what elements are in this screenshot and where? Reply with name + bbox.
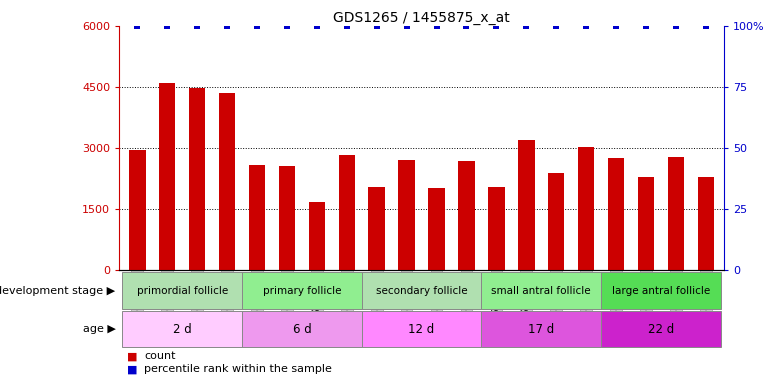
Point	[370, 23, 383, 29]
Point	[430, 23, 443, 29]
Text: 12 d: 12 d	[408, 322, 435, 336]
Bar	[189, 88, 206, 270]
Bar	[428, 188, 445, 270]
Title: GDS1265 / 1455875_x_at: GDS1265 / 1455875_x_at	[333, 11, 510, 25]
Bar	[129, 150, 146, 270]
Bar	[122, 272, 242, 309]
Text: primary follicle: primary follicle	[263, 286, 341, 296]
Point	[700, 23, 712, 29]
Text: ■: ■	[127, 364, 138, 374]
Text: 17 d: 17 d	[528, 322, 554, 336]
Bar	[339, 155, 355, 270]
Point	[460, 23, 473, 29]
Bar	[548, 172, 564, 270]
Bar	[601, 272, 721, 309]
Text: development stage ▶: development stage ▶	[0, 286, 116, 296]
Bar	[249, 165, 265, 270]
Point	[131, 23, 143, 29]
Text: secondary follicle: secondary follicle	[376, 286, 467, 296]
Bar	[122, 311, 242, 347]
Bar	[601, 311, 721, 347]
Bar	[488, 187, 504, 270]
Bar	[481, 272, 601, 309]
Point	[670, 23, 682, 29]
Text: count: count	[144, 351, 176, 361]
Bar	[219, 93, 236, 270]
Point	[640, 23, 652, 29]
Text: large antral follicle: large antral follicle	[612, 286, 710, 296]
Point	[340, 23, 353, 29]
Bar	[698, 177, 714, 270]
Bar	[369, 187, 385, 270]
Bar	[481, 311, 601, 347]
Bar	[458, 161, 474, 270]
Bar	[668, 157, 685, 270]
Point	[221, 23, 233, 29]
Point	[521, 23, 533, 29]
Point	[310, 23, 323, 29]
Bar	[159, 83, 176, 270]
Text: primordial follicle: primordial follicle	[136, 286, 228, 296]
Bar	[309, 202, 325, 270]
Point	[281, 23, 293, 29]
Point	[191, 23, 203, 29]
Text: 6 d: 6 d	[293, 322, 311, 336]
Point	[580, 23, 592, 29]
Point	[161, 23, 173, 29]
Bar	[578, 147, 594, 270]
Point	[251, 23, 263, 29]
Text: ■: ■	[127, 351, 138, 361]
Bar	[362, 272, 481, 309]
Text: age ▶: age ▶	[82, 324, 116, 334]
Bar	[518, 140, 534, 270]
Text: 22 d: 22 d	[648, 322, 674, 336]
Bar	[398, 159, 415, 270]
Text: 2 d: 2 d	[172, 322, 192, 336]
Point	[550, 23, 562, 29]
Bar	[242, 272, 362, 309]
Bar	[242, 311, 362, 347]
Bar	[638, 177, 654, 270]
Bar	[362, 311, 481, 347]
Point	[610, 23, 622, 29]
Bar	[279, 166, 295, 270]
Text: percentile rank within the sample: percentile rank within the sample	[144, 364, 332, 374]
Point	[400, 23, 413, 29]
Text: small antral follicle: small antral follicle	[491, 286, 591, 296]
Point	[490, 23, 503, 29]
Bar	[608, 158, 624, 270]
